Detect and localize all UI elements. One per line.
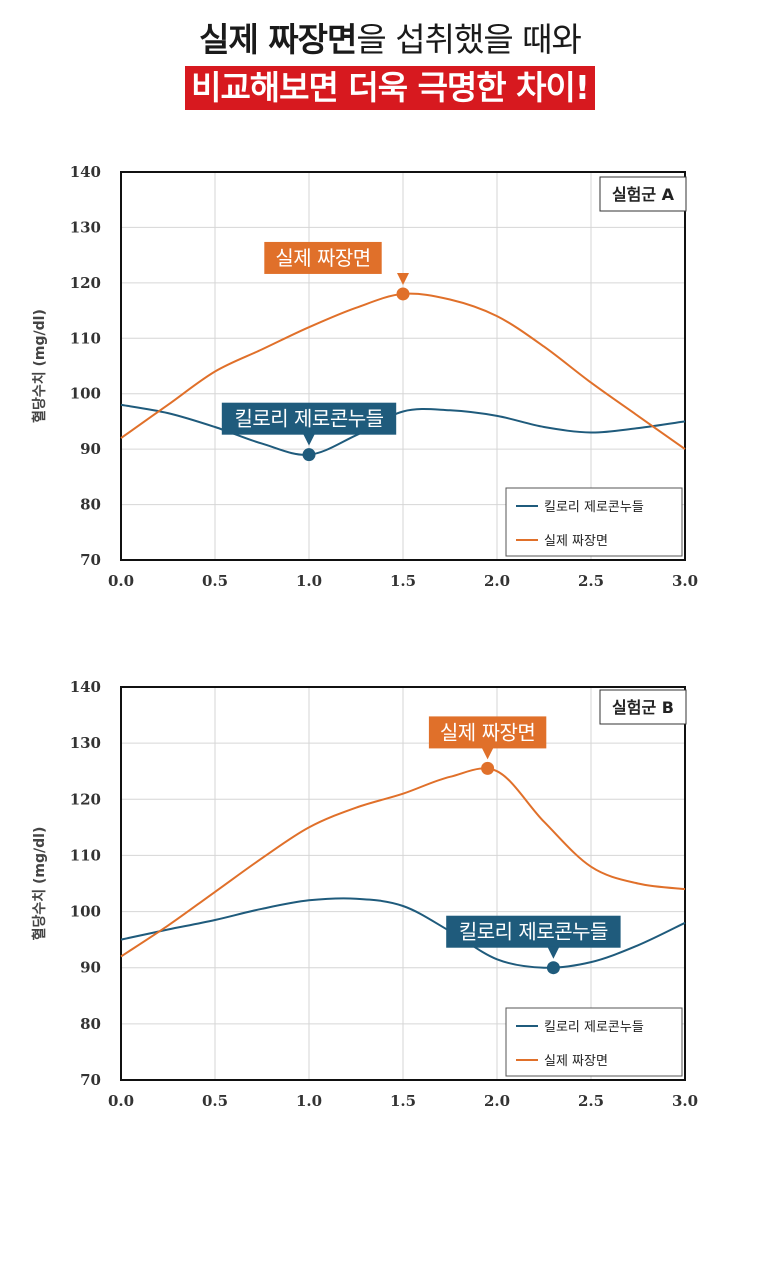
headline-banner: 비교해보면 더욱 극명한 차이! [185, 66, 595, 110]
legend-label: 실제 짜장면 [544, 1054, 608, 1069]
callout-box [428, 716, 547, 749]
legend-label: 킬로리 제로콘누들 [544, 1020, 644, 1035]
x-tick-label: 0.0 [108, 572, 134, 590]
y-tick-label: 110 [70, 846, 101, 864]
group-label-box [599, 689, 687, 725]
x-tick-label: 0.5 [202, 572, 228, 590]
data-marker [546, 961, 560, 975]
callout-1: 실제 짜장면 [264, 241, 409, 285]
plot-frame [120, 686, 686, 1081]
y-tick-label: 140 [70, 163, 101, 181]
y-tick-label: 80 [80, 1015, 101, 1033]
group-label-box [599, 176, 687, 212]
callout-label: 실제 짜장면 [275, 246, 370, 270]
series-line-0 [120, 897, 686, 969]
group-label: 실험군 A [612, 185, 675, 204]
callout-label: 실제 짜장면 [440, 720, 535, 744]
x-tick-label: 1.5 [390, 1092, 416, 1110]
y-axis-label: 혈당수치 (mg/dl) [31, 309, 48, 423]
x-tick-label: 2.0 [484, 572, 510, 590]
data-marker [302, 448, 316, 462]
chart-b: 0.0 0.5 1.0 1.5 2.0 2.5 3.0 70 80 90 100 110 120 130 1… [31, 678, 698, 1110]
series-line-0 [120, 403, 686, 456]
callout-label: 킬로리 제로콘누들 [459, 920, 608, 944]
headline: 실제 짜장면을 섭취했을 때와 [0, 18, 780, 62]
callout-pointer [481, 747, 494, 760]
callout-box [446, 915, 621, 948]
legend-box [505, 487, 683, 557]
y-tick-label: 130 [70, 218, 101, 236]
x-tick-label: 2.0 [484, 1092, 510, 1110]
y-tick-label: 120 [70, 790, 101, 808]
x-tick-label: 1.0 [296, 1092, 322, 1110]
headline-rest: 을 섭취했을 때와 [356, 20, 581, 59]
callout-label: 킬로리 제로콘누들 [234, 407, 383, 431]
x-tick-label: 3.0 [672, 572, 698, 590]
y-tick-label: 100 [70, 903, 101, 921]
y-tick-label: 70 [80, 1071, 101, 1089]
callout-box [264, 241, 382, 274]
callout-pointer [397, 272, 409, 285]
chart-a: 0.0 0.5 1.0 1.5 2.0 2.5 3.0 70 80 90 100 110 120 130 1… [31, 163, 698, 590]
x-tick-label: 0.5 [202, 1092, 228, 1110]
data-marker [481, 761, 495, 775]
x-tick-label: 1.5 [390, 572, 416, 590]
series-line-1 [120, 767, 686, 958]
callout-1: 실제 짜장면 [428, 716, 547, 760]
y-tick-label: 90 [80, 959, 101, 977]
data-marker [396, 287, 410, 301]
x-tick-label: 3.0 [672, 1092, 698, 1110]
legend-label: 킬로리 제로콘누들 [544, 500, 644, 515]
callout-box [221, 402, 397, 435]
y-tick-label: 120 [70, 274, 101, 292]
callout-0: 킬로리 제로콘누들 [446, 915, 621, 959]
y-axis-label: 혈당수치 (mg/dl) [31, 827, 48, 941]
y-tick-label: 140 [70, 678, 101, 696]
y-tick-label: 130 [70, 734, 101, 752]
banner-wrap: 비교해보면 더욱 극명한 차이! [0, 66, 780, 110]
y-tick-label: 80 [80, 496, 101, 514]
callout-pointer [303, 433, 315, 446]
legend-label: 실제 짜장면 [544, 534, 608, 549]
y-tick-label: 70 [80, 551, 101, 569]
x-tick-label: 2.5 [578, 572, 604, 590]
legend-box [505, 1007, 683, 1077]
x-tick-label: 0.0 [108, 1092, 134, 1110]
callout-0: 킬로리 제로콘누들 [221, 402, 397, 446]
callout-pointer [547, 946, 560, 959]
y-tick-label: 90 [80, 440, 101, 458]
headline-bold: 실제 짜장면 [199, 20, 357, 59]
x-tick-label: 1.0 [296, 572, 322, 590]
y-tick-label: 110 [70, 329, 101, 347]
plot-frame [120, 171, 686, 561]
group-label: 실험군 B [612, 698, 674, 717]
y-tick-label: 100 [70, 385, 101, 403]
x-tick-label: 2.5 [578, 1092, 604, 1110]
